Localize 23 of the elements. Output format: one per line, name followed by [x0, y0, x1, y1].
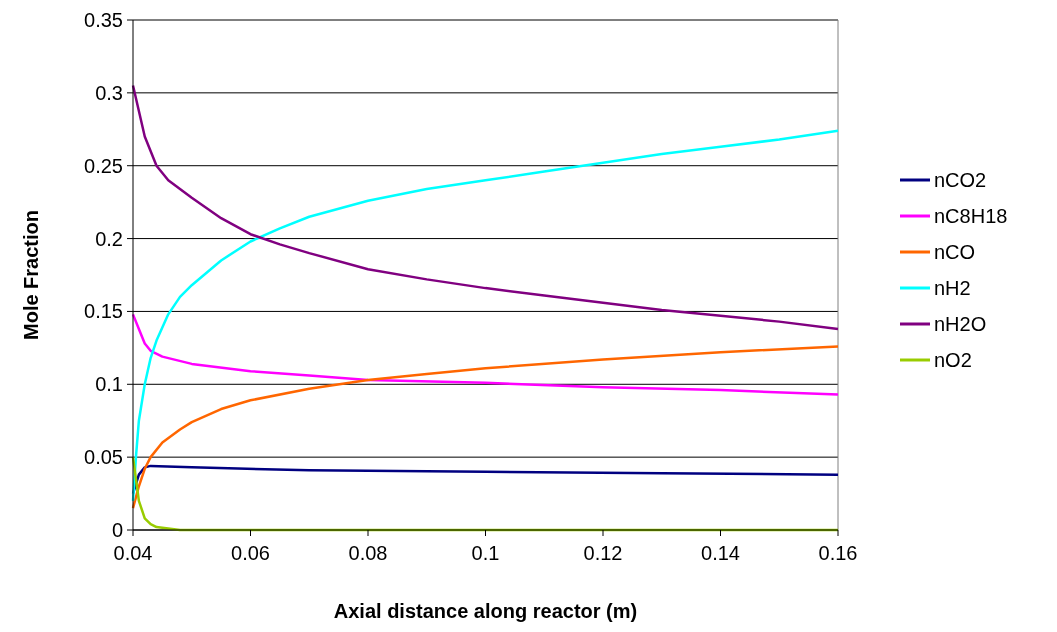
- y-tick-label: 0.25: [84, 154, 123, 177]
- legend-label: nH2: [934, 277, 971, 299]
- x-tick-label: 0.12: [583, 542, 623, 564]
- x-tick-label: 0.16: [818, 542, 858, 564]
- x-tick-label: 0.08: [348, 542, 388, 564]
- legend-label: nO2: [934, 349, 972, 371]
- legend-label: nCO2: [934, 169, 987, 191]
- legend-label: nH2O: [934, 313, 987, 335]
- y-tick-label: 0.35: [84, 9, 123, 31]
- y-tick-label: 0: [111, 519, 123, 541]
- x-axis-title: Axial distance along reactor (m): [333, 600, 638, 622]
- y-axis-title: Mole Fraction: [20, 209, 42, 341]
- x-tick-label: 0.1: [471, 542, 500, 564]
- y-tick-label: 0.2: [95, 227, 123, 250]
- y-tick-label: 0.1: [95, 373, 123, 396]
- legend-label: nCO: [934, 241, 976, 263]
- x-tick-label: 0.14: [701, 542, 740, 564]
- y-tick-label: 0.3: [95, 81, 123, 104]
- y-tick-label: 0.15: [84, 300, 123, 323]
- x-tick-label: 0.04: [113, 542, 153, 564]
- x-tick-label: 0.06: [231, 542, 270, 564]
- y-tick-label: 0.05: [84, 446, 123, 469]
- legend-label: nC8H18: [934, 205, 1008, 227]
